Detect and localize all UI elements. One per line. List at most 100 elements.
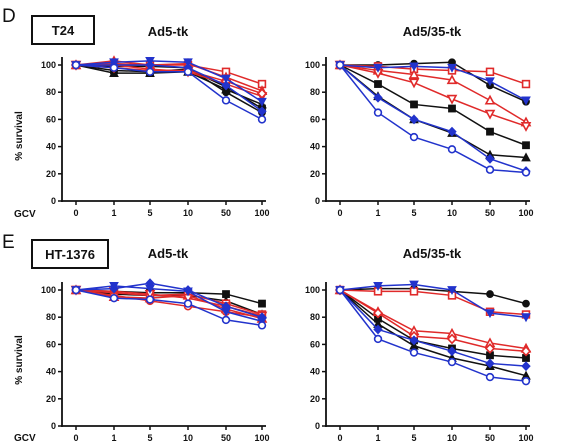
data-point-blue-circle-open xyxy=(335,60,345,70)
data-point-blue-circle-open xyxy=(221,96,231,105)
data-point-blue-circle-open xyxy=(373,334,383,344)
data-point-blue-triangle-down xyxy=(521,313,531,323)
x-tick-label: 50 xyxy=(485,433,495,443)
data-point-blue-diamond xyxy=(447,126,457,137)
data-point-blue-triangle-down xyxy=(257,97,267,107)
data-point-blue-circle-open xyxy=(71,60,81,70)
series-line-red-diamond-open xyxy=(339,289,527,352)
y-tick-label: 0 xyxy=(315,421,320,431)
x-tick-label: 100 xyxy=(518,433,533,443)
series-line-blue-triangle-down xyxy=(75,60,263,103)
x-tick-label: 5 xyxy=(147,208,152,218)
x-tick-label: 1 xyxy=(111,208,116,218)
x-tick-label: 50 xyxy=(221,208,231,218)
series-line-black-square xyxy=(339,64,527,146)
data-point-red-triangle-open xyxy=(408,68,420,79)
y-tick-label: 40 xyxy=(46,367,56,377)
data-point-blue-circle-open xyxy=(521,168,531,177)
data-point-black-square xyxy=(374,80,382,88)
plot-title-d-right: Ad5/35-tk xyxy=(403,24,462,39)
data-point-blue-circle-open xyxy=(409,348,419,357)
data-point-black-triangle xyxy=(521,152,531,162)
data-point-blue-diamond xyxy=(485,358,495,369)
cell-line-box-d xyxy=(31,15,95,45)
data-point-blue-circle-open xyxy=(485,165,495,174)
x-tick-label: 1 xyxy=(375,208,380,218)
data-point-blue-triangle-down xyxy=(485,77,495,87)
cell-line-label-e: HT-1376 xyxy=(45,247,95,262)
x-tick-label: 0 xyxy=(337,433,342,443)
y-tick-label: 60 xyxy=(46,339,56,349)
y-tick-label: 40 xyxy=(310,142,320,152)
data-point-blue-circle-open xyxy=(145,295,155,304)
data-point-blue-circle-open xyxy=(183,299,193,308)
series-line-red-square-open xyxy=(75,289,263,316)
data-point-blue-diamond xyxy=(409,114,419,125)
y-tick-label: 0 xyxy=(315,196,320,206)
data-point-blue-triangle-down xyxy=(109,282,119,291)
data-point-red-triangle-down-open xyxy=(484,109,496,120)
y-tick-label: 80 xyxy=(310,87,320,97)
data-point-blue-circle-open xyxy=(373,108,383,117)
data-point-red-diamond-open xyxy=(256,88,268,99)
series-line-black-circle xyxy=(340,61,527,103)
data-point-blue-triangle-down xyxy=(409,280,419,290)
series-line-red-square-open xyxy=(339,64,527,85)
x-tick-label: 10 xyxy=(447,208,457,218)
data-point-black-square xyxy=(448,104,456,113)
panel-letter-d: D xyxy=(2,6,16,27)
y-tick-label: 40 xyxy=(310,367,320,377)
y-tick-label: 100 xyxy=(41,60,56,70)
y-axis-label-e: % survival xyxy=(14,335,25,385)
data-point-red-square-open xyxy=(521,79,531,89)
data-point-red-diamond-open xyxy=(446,333,458,345)
y-tick-label: 100 xyxy=(305,285,320,295)
data-point-black-square xyxy=(522,141,530,150)
data-point-blue-diamond xyxy=(485,153,495,164)
data-point-red-triangle-open xyxy=(446,74,458,85)
data-point-black-circle xyxy=(522,299,530,308)
series-line-red-triangle-down-open xyxy=(339,64,527,127)
x-axis-prefix-d: GCV xyxy=(14,209,36,220)
data-point-red-triangle-down-open xyxy=(408,78,420,89)
x-tick-label: 100 xyxy=(254,433,269,443)
data-point-blue-circle-open xyxy=(447,145,457,154)
data-point-blue-triangle-down xyxy=(447,63,457,73)
data-point-blue-triangle-down xyxy=(145,284,155,294)
data-point-blue-circle-open xyxy=(109,293,119,303)
data-point-red-triangle-open xyxy=(484,94,496,105)
data-point-blue-triangle-down xyxy=(183,58,193,68)
data-point-blue-circle-open xyxy=(109,63,119,72)
data-point-blue-circle-open xyxy=(485,372,495,382)
series-line-red-triangle-open xyxy=(339,64,527,123)
data-point-blue-triangle-down xyxy=(221,307,231,317)
panel-letter-e: E xyxy=(2,232,15,253)
series-line-blue-circle-open xyxy=(75,289,263,327)
data-point-blue-circle-open xyxy=(257,115,267,124)
series-line-blue-circle-open xyxy=(339,64,527,174)
x-tick-label: 0 xyxy=(73,433,78,443)
data-point-red-diamond-open xyxy=(484,343,496,354)
series-line-black-circle xyxy=(339,287,527,305)
series-line-black-triangle xyxy=(339,289,527,377)
data-point-black-circle xyxy=(486,290,494,298)
data-point-blue-circle-open xyxy=(183,67,193,77)
y-tick-label: 100 xyxy=(41,285,56,295)
data-point-blue-diamond xyxy=(221,80,231,91)
data-point-blue-triangle-down xyxy=(221,74,231,84)
x-tick-label: 50 xyxy=(221,433,231,443)
series-line-blue-diamond xyxy=(339,64,527,172)
data-point-blue-triangle-down xyxy=(409,62,419,72)
data-point-blue-circle-open xyxy=(521,376,531,386)
x-tick-label: 100 xyxy=(254,208,269,218)
plot-e-right: 0 20 40 60 80 100 0 1 5 10 50 100 xyxy=(305,280,534,443)
x-tick-label: 10 xyxy=(183,208,193,218)
cell-line-box-e xyxy=(31,239,109,269)
data-point-red-diamond-open xyxy=(372,307,384,319)
series-line-blue-circle-open xyxy=(75,64,263,121)
y-tick-label: 20 xyxy=(310,169,320,179)
data-point-blue-circle-open xyxy=(447,357,457,367)
series-line-blue-diamond xyxy=(76,64,263,112)
